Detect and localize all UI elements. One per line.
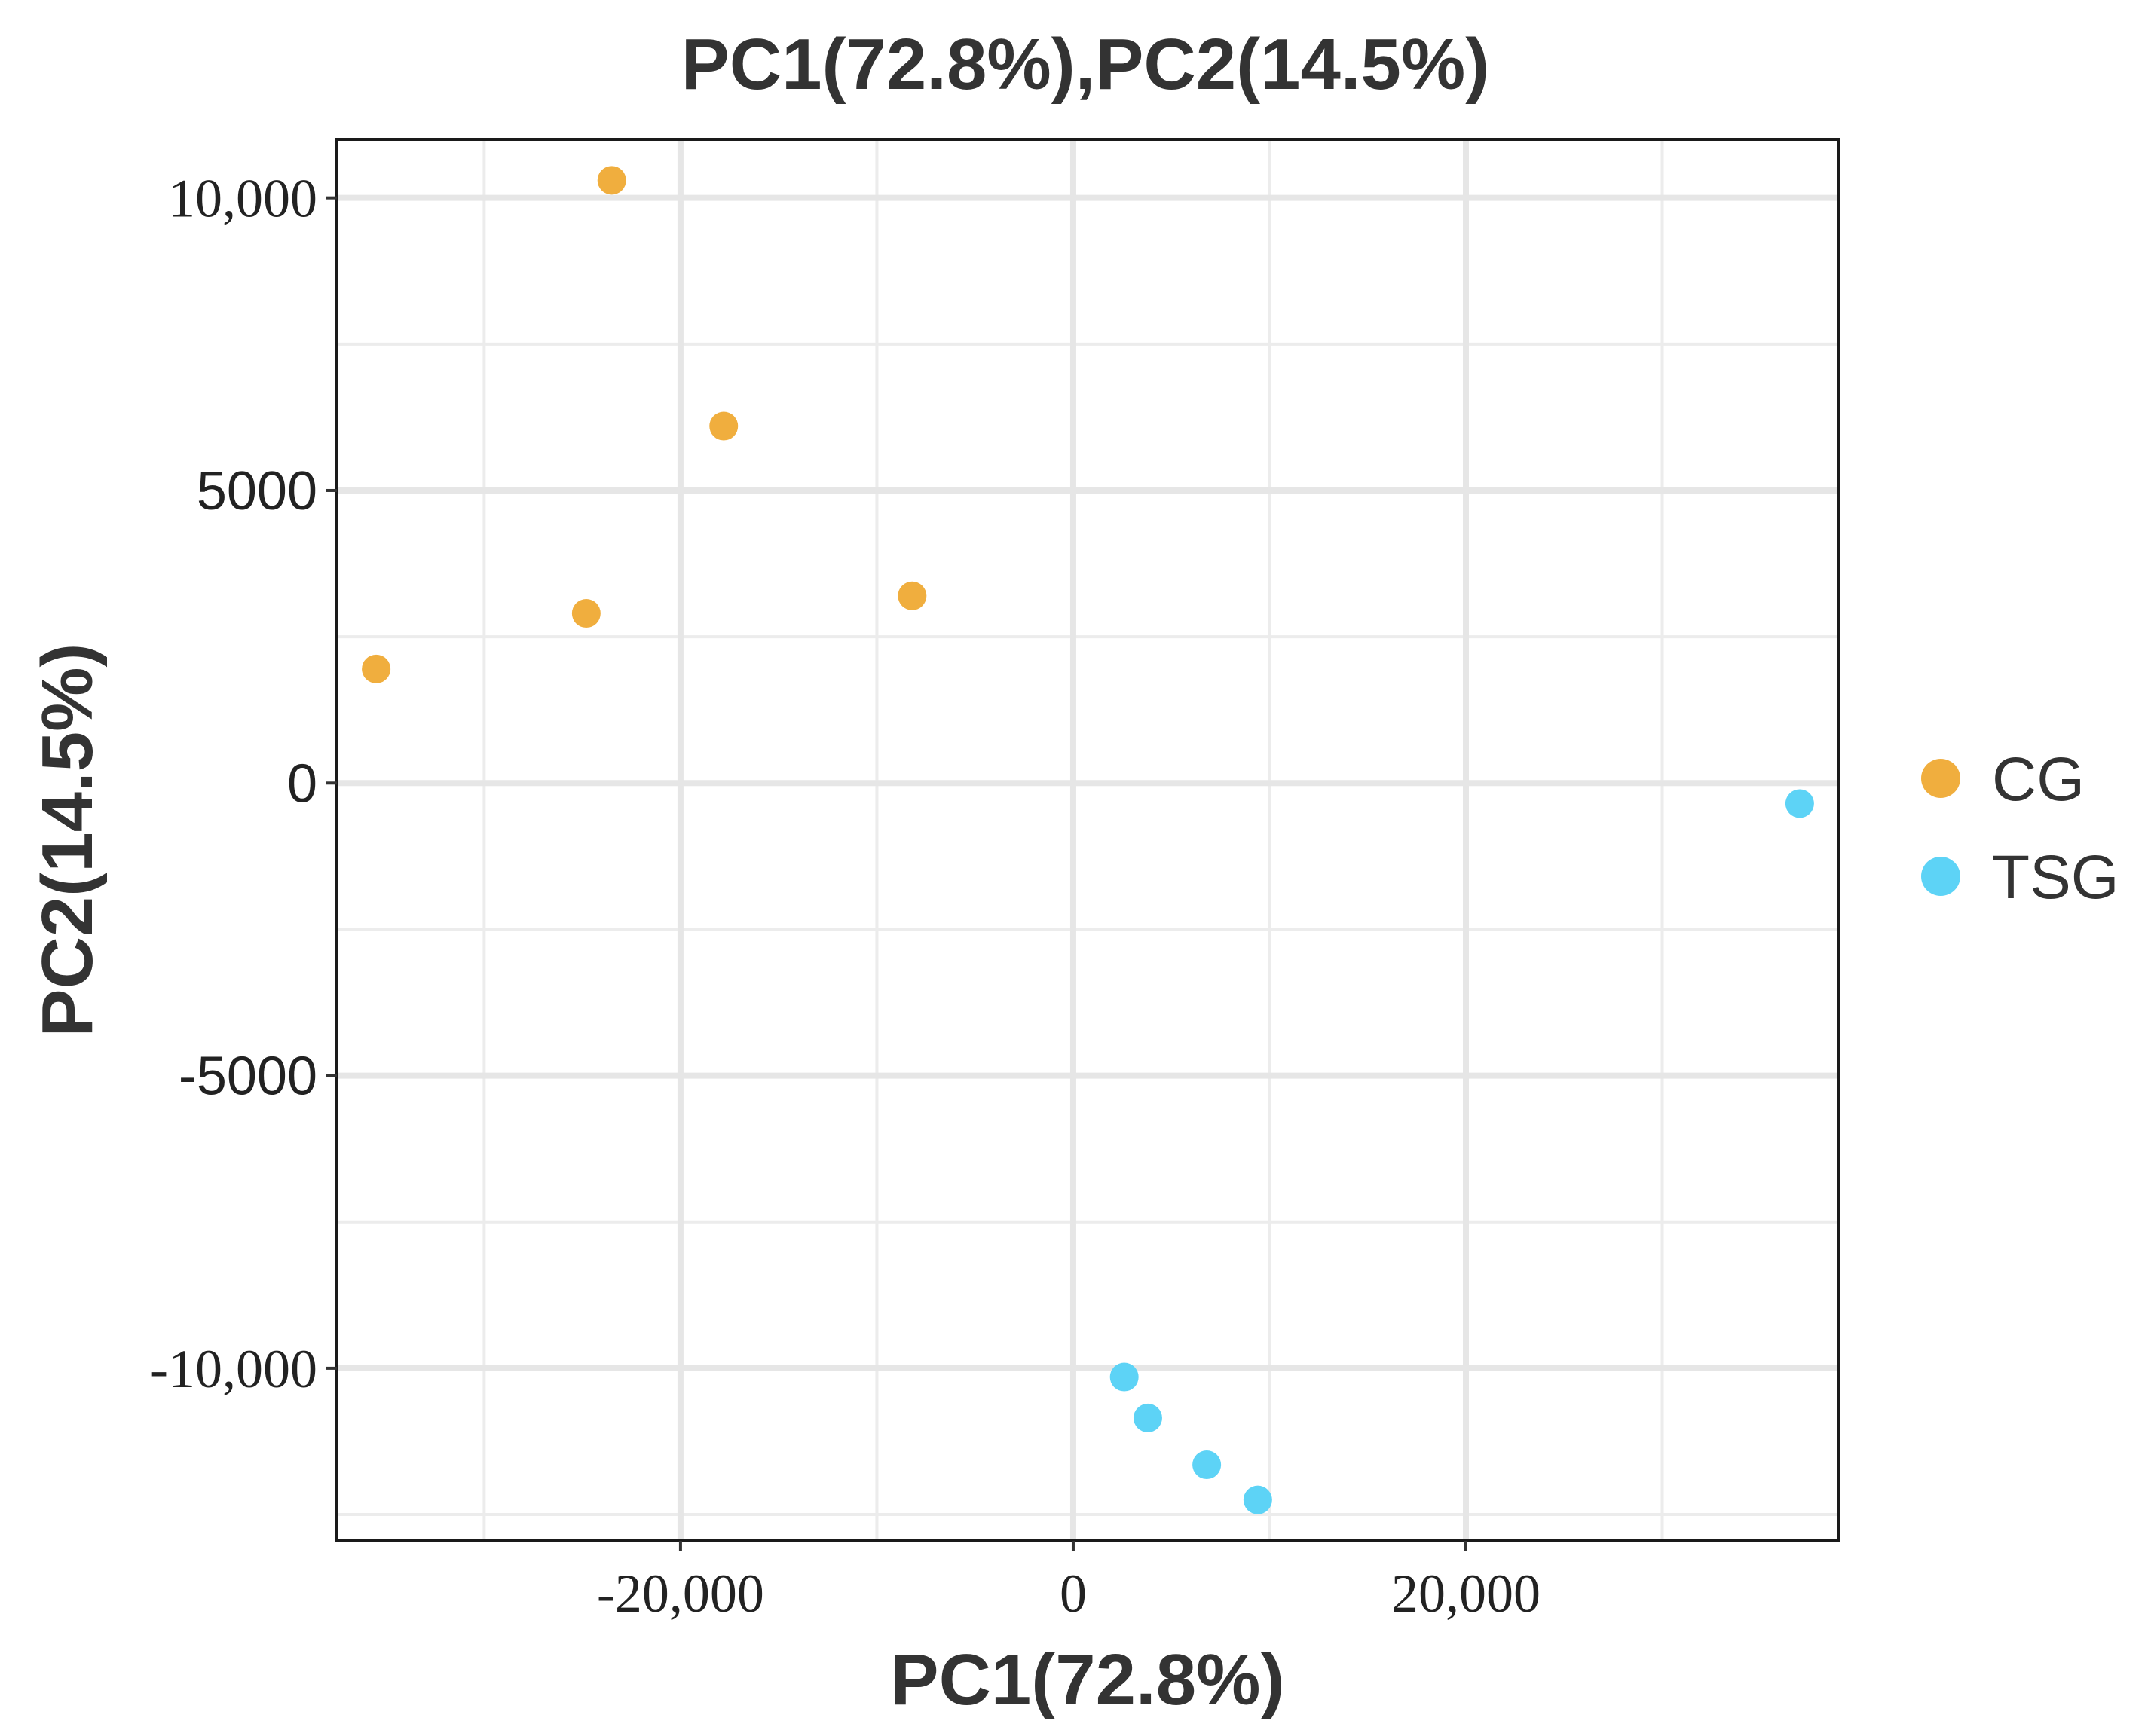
y-tick-label: 5000	[197, 461, 317, 521]
point-tsg	[1243, 1485, 1272, 1514]
x-axis-title: PC1(72.8%)	[891, 1640, 1285, 1720]
plot-border	[335, 138, 1840, 1542]
x-tick-label: 0	[1060, 1563, 1087, 1624]
legend-label-tsg: TSG	[1992, 843, 2119, 912]
point-cg	[571, 599, 601, 628]
legend-key-cg	[1921, 759, 1960, 798]
point-tsg	[1192, 1450, 1222, 1480]
point-cg	[898, 581, 927, 610]
chart-title: PC1(72.8%),PC2(14.5%)	[681, 24, 1489, 105]
legend-key-tsg	[1921, 857, 1960, 896]
grid-minor	[337, 139, 1839, 1541]
point-tsg	[1133, 1403, 1162, 1432]
y-axis-title: PC2(14.5%)	[27, 643, 108, 1038]
point-cg	[709, 411, 739, 441]
plot-panel	[337, 139, 1839, 1541]
point-tsg	[1785, 789, 1814, 818]
point-tsg	[1109, 1362, 1139, 1392]
point-cg	[597, 166, 626, 195]
grid-major	[337, 139, 1839, 1541]
y-tick-label: 10,000	[168, 169, 317, 229]
y-tick-label: -10,000	[150, 1339, 317, 1399]
x-axis-ticks: -20,000 0 20,000	[597, 1541, 1541, 1624]
y-axis-ticks: 10,000 5000 0 -5000 -10,000	[150, 169, 337, 1399]
y-tick-label: -5000	[179, 1047, 317, 1107]
x-tick-label: -20,000	[597, 1563, 764, 1624]
legend-label-cg: CG	[1992, 745, 2085, 814]
x-tick-label: 20,000	[1391, 1563, 1541, 1624]
data-points	[362, 166, 1814, 1514]
point-cg	[362, 654, 391, 683]
legend: CG TSG	[1921, 745, 2119, 912]
y-tick-label: 0	[287, 753, 317, 814]
